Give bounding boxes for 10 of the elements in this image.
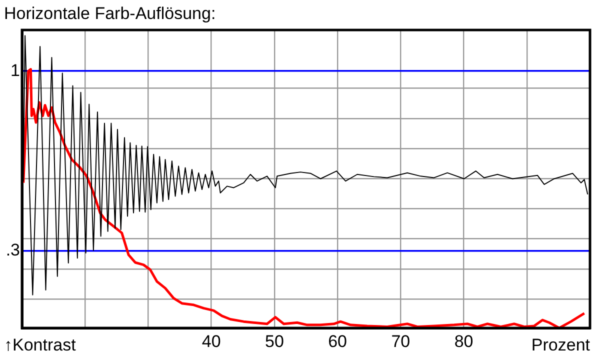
x-tick-label: 40 — [202, 332, 221, 351]
y-axis-title: ↑Kontrast — [4, 336, 76, 355]
x-tick-label: 60 — [328, 332, 348, 351]
x-axis-title: Prozent — [531, 336, 590, 355]
x-tick-label: 70 — [391, 332, 410, 351]
y-tick-label: .3 — [6, 240, 20, 260]
x-tick-label: 50 — [264, 332, 284, 351]
x-tick-label: 80 — [454, 332, 474, 351]
chart-title: Horizontale Farb-Auflösung: — [4, 4, 216, 23]
y-tick-label: 1 — [10, 60, 20, 80]
